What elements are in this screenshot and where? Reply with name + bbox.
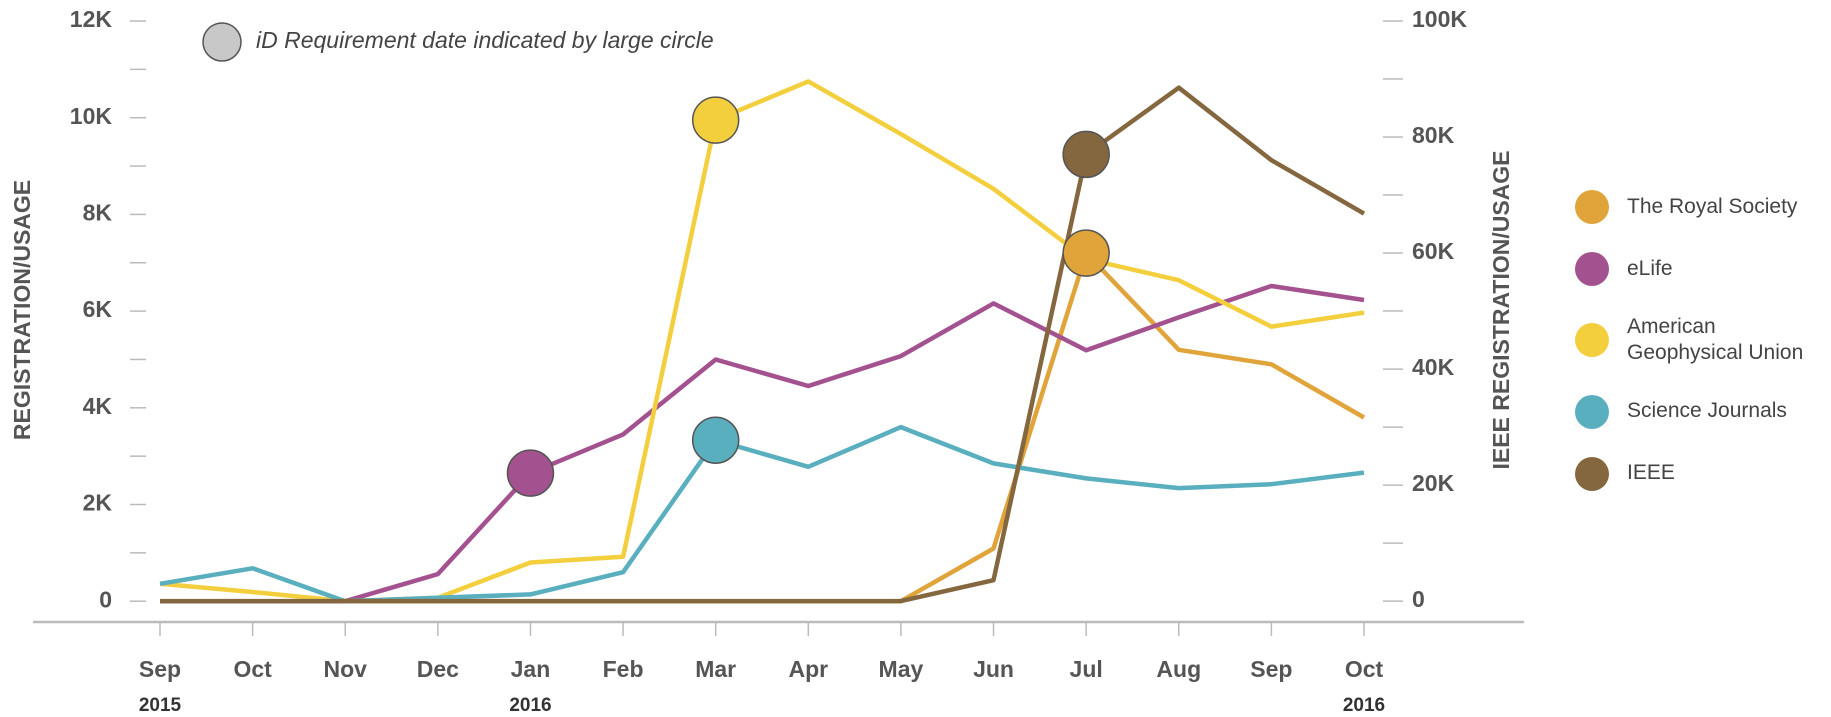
x-tick-label: Mar: [695, 656, 736, 682]
legend-item: Science Journals: [1575, 394, 1825, 429]
y2-axis-label: IEEE REGISTRATION/USAGE: [1488, 150, 1514, 469]
legend: The Royal Society eLife American Geophysic…: [1575, 190, 1825, 519]
legend-swatch: [1575, 323, 1609, 358]
x-year-label: 2016: [509, 695, 551, 716]
y-tick-label: 12K: [70, 6, 113, 32]
y2-tick-label: 100K: [1412, 6, 1467, 32]
y-tick-label: 8K: [83, 199, 113, 225]
legend-item: The Royal Society: [1575, 190, 1825, 224]
y-axis-label: REGISTRATION/USAGE: [9, 180, 35, 440]
series-line: [160, 283, 1365, 604]
x-tick-label: Jun: [973, 656, 1014, 682]
legend-item: American Geophysical Union: [1575, 314, 1825, 367]
highlight-point: [691, 416, 740, 464]
highlight-point: [506, 449, 555, 497]
highlight-point: [691, 96, 740, 144]
y2-tick-label: 0: [1412, 586, 1425, 612]
x-tick-label: Oct: [1345, 656, 1384, 682]
y-tick-label: 4K: [83, 393, 113, 419]
legend-swatch: [1575, 394, 1609, 429]
x-year-label: 2015: [139, 695, 182, 716]
legend-item: eLife: [1575, 252, 1825, 286]
annotation: iD Requirement date indicated by large c…: [256, 27, 714, 53]
y2-tick-label: 60K: [1412, 238, 1455, 264]
legend-item: IEEE: [1575, 456, 1825, 491]
series-line: [159, 79, 1365, 604]
legend-swatch: [1575, 456, 1609, 491]
y2-tick-label: 80K: [1412, 122, 1455, 148]
x-tick-label: Sep: [1250, 656, 1292, 682]
highlight-point: [1062, 130, 1110, 179]
x-tick-label: Nov: [324, 656, 368, 682]
x-tick-label: Aug: [1156, 656, 1201, 682]
x-tick-label: Feb: [603, 656, 644, 682]
legend-swatch: [1575, 190, 1609, 224]
series-line: [160, 85, 1366, 604]
legend-label: IEEE: [1627, 461, 1675, 485]
x-tick-label: Sep: [139, 656, 181, 682]
legend-label: Science Journals: [1627, 399, 1787, 423]
legend-label: The Royal Society: [1627, 194, 1798, 218]
x-tick-label: Jul: [1070, 656, 1103, 682]
series-line: [159, 424, 1365, 604]
annotation-icon: [202, 22, 242, 62]
legend-label: American Geophysical Union: [1627, 315, 1804, 365]
highlight-point: [1062, 229, 1110, 277]
legend-swatch: [1575, 252, 1609, 286]
y-tick-label: 10K: [70, 103, 113, 129]
y2-tick-label: 40K: [1412, 354, 1455, 380]
x-tick-label: Apr: [788, 656, 828, 682]
series-line: [160, 250, 1366, 604]
x-tick-label: Jan: [511, 656, 551, 682]
x-tick-label: Dec: [417, 656, 459, 682]
x-tick-label: Oct: [233, 656, 272, 682]
y-tick-label: 2K: [83, 490, 113, 516]
x-tick-label: May: [879, 656, 924, 682]
y2-tick-label: 20K: [1412, 470, 1455, 496]
legend-label: eLife: [1627, 256, 1673, 280]
y-tick-label: 0: [99, 586, 112, 612]
y-tick-label: 6K: [83, 296, 113, 322]
x-year-label: 2016: [1343, 695, 1385, 716]
